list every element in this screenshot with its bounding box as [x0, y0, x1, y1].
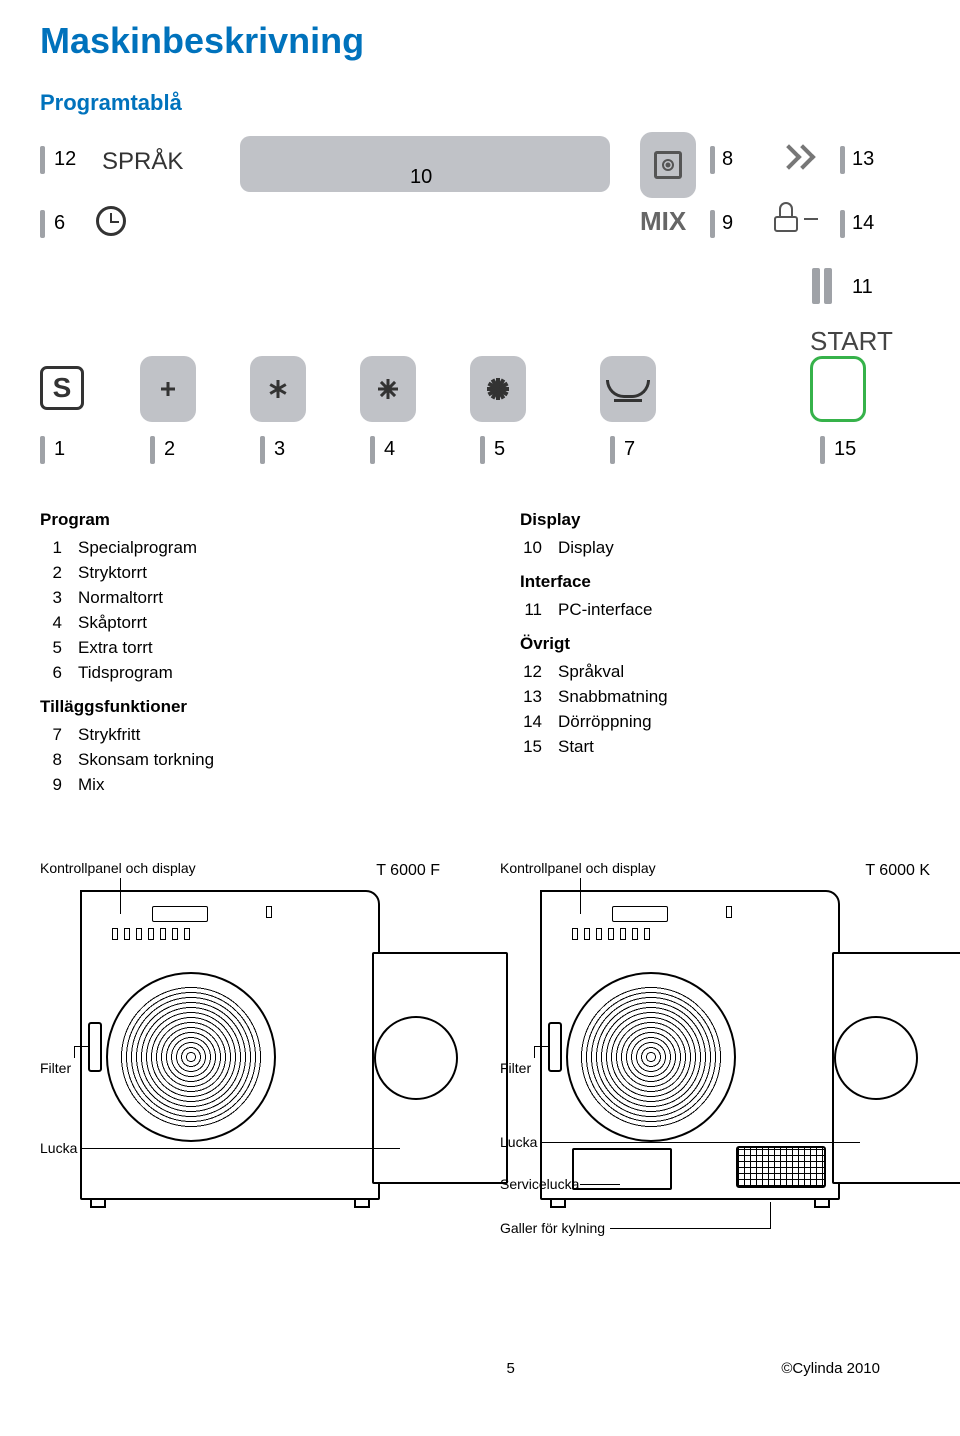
btn-dry-3[interactable] [250, 356, 306, 422]
dry-icon-2 [263, 374, 293, 404]
list-item: 1Specialprogram [40, 538, 440, 558]
label-9: 9 [722, 212, 733, 235]
list-item: 5Extra torrt [40, 638, 440, 658]
label-3: 3 [274, 438, 285, 461]
mix-label: MIX [640, 206, 686, 237]
label-10: 10 [410, 166, 432, 189]
program-head: Program [40, 510, 440, 530]
machine-diagrams: Kontrollpanel och display T 6000 F [40, 860, 920, 1300]
sub-heading: Programtablå [40, 90, 920, 116]
label-2: 2 [164, 438, 175, 461]
ctrl-panel-icon [112, 906, 272, 946]
list-item: 2Stryktorrt [40, 563, 440, 583]
filter-icon [88, 1022, 102, 1072]
btn-7[interactable] [600, 356, 656, 422]
list-item: 13Snabbmatning [520, 687, 920, 707]
list-item: 3Normaltorrt [40, 588, 440, 608]
callout-kontroll-r: Kontrollpanel och display [500, 860, 656, 876]
btn-dry-4[interactable] [360, 356, 416, 422]
list-item: 14Dörröppning [520, 712, 920, 732]
page-footer: 5 ©Cylinda 2010 [40, 1360, 920, 1377]
sprak-label: SPRÅK [102, 148, 183, 176]
door-icon-r [832, 952, 960, 1184]
display-head: Display [520, 510, 920, 530]
drum-icon [106, 972, 276, 1142]
machine-box-left [80, 890, 380, 1200]
callout-galler: Galler för kylning [500, 1220, 605, 1236]
label-11: 11 [852, 276, 873, 299]
model-left: T 6000 F [376, 862, 440, 880]
callout-service: Servicelucka [500, 1176, 579, 1192]
label-1: 1 [54, 438, 65, 461]
list-item: 9Mix [40, 775, 440, 795]
callout-kontroll-l: Kontrollpanel och display [40, 860, 196, 876]
main-heading: Maskinbeskrivning [40, 20, 920, 62]
legend-columns: Program 1Specialprogram 2Stryktorrt 3Norma… [40, 496, 920, 800]
machine-right: Kontrollpanel och display T 6000 K [500, 860, 920, 1300]
callout-lucka-r: Lucka [500, 1134, 537, 1150]
pause-icon [810, 268, 834, 309]
page-number: 5 [507, 1360, 515, 1377]
list-item: 12Språkval [520, 662, 920, 682]
interface-head: Interface [520, 572, 920, 592]
callout-filter-l: Filter [40, 1060, 71, 1076]
btn-8[interactable] [640, 132, 696, 198]
clock-icon [96, 206, 126, 236]
label-13: 13 [852, 148, 874, 171]
label-4: 4 [384, 438, 395, 461]
dry-icon-4 [479, 370, 517, 408]
filter-icon-r [548, 1022, 562, 1072]
btn-dry-5[interactable] [470, 356, 526, 422]
bowl-icon [606, 380, 650, 398]
legend-left: Program 1Specialprogram 2Stryktorrt 3Norma… [40, 496, 440, 800]
ovrigt-head: Övrigt [520, 634, 920, 654]
list-item: 7Strykfritt [40, 725, 440, 745]
list-item: 10Display [520, 538, 920, 558]
machine-left: Kontrollpanel och display T 6000 F [40, 860, 460, 1260]
start-button[interactable] [810, 356, 866, 422]
s-button[interactable]: S [40, 366, 84, 410]
dry-icon-1 [156, 377, 180, 401]
callout-filter-r: Filter [500, 1060, 531, 1076]
label-6: 6 [54, 212, 65, 235]
list-item: 11PC-interface [520, 600, 920, 620]
callout-lucka-l: Lucka [40, 1140, 77, 1156]
control-panel-diagram: 12 SPRÅK 10 8 13 6 MIX 9 14 11 START S [40, 136, 920, 466]
lock-icon [772, 208, 802, 232]
tillaggs-head: Tilläggsfunktioner [40, 697, 440, 717]
copyright: ©Cylinda 2010 [781, 1360, 880, 1377]
label-7: 7 [624, 438, 635, 461]
dry-icon-3 [371, 372, 405, 406]
target-icon [654, 151, 682, 179]
drum-icon-r [566, 972, 736, 1142]
btn-dry-2[interactable] [140, 356, 196, 422]
list-item: 6Tidsprogram [40, 663, 440, 683]
grille-icon [736, 1146, 826, 1188]
label-5: 5 [494, 438, 505, 461]
door-icon [372, 952, 508, 1184]
list-item: 15Start [520, 737, 920, 757]
model-right: T 6000 K [865, 862, 930, 880]
label-12: 12 [54, 148, 76, 171]
legend-right: Display 10Display Interface 11PC-interfa… [520, 496, 920, 800]
label-15: 15 [834, 438, 856, 461]
list-item: 8Skonsam torkning [40, 750, 440, 770]
label-8: 8 [722, 148, 733, 171]
start-label: START [810, 326, 893, 357]
ctrl-panel-icon-r [572, 906, 732, 946]
machine-box-right [540, 890, 840, 1200]
list-item: 4Skåptorrt [40, 613, 440, 633]
label-14: 14 [852, 212, 874, 235]
